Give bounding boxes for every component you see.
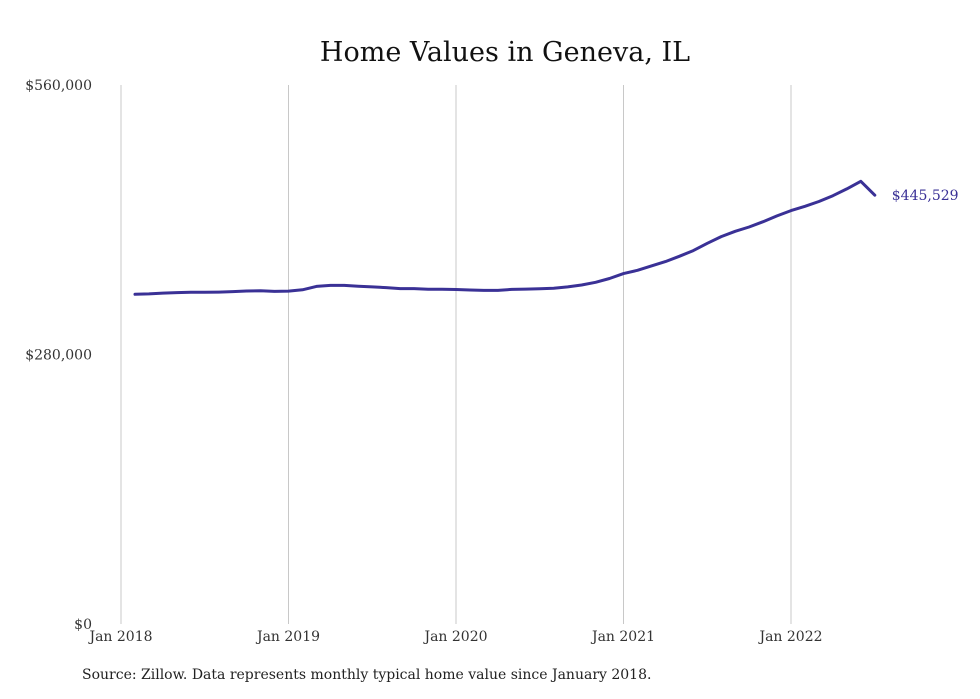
y-tick-label: $0 [74, 617, 92, 633]
end-value-label: $445,529 [892, 188, 959, 204]
x-tick-label: Jan 2019 [255, 629, 320, 645]
x-tick-label: Jan 2018 [87, 629, 152, 645]
x-tick-label: Jan 2021 [590, 629, 655, 645]
source-note: Source: Zillow. Data represents monthly … [82, 667, 652, 683]
x-tick-label: Jan 2022 [757, 629, 822, 645]
series-line [133, 179, 877, 296]
x-tick-label: Jan 2020 [422, 629, 487, 645]
y-axis: $0 $280,000 $560,000 [25, 78, 92, 633]
series-group: $445,529 [133, 179, 959, 296]
gridlines [120, 85, 792, 624]
y-tick-label: $280,000 [25, 348, 92, 364]
chart-title: Home Values in Geneva, IL [320, 37, 690, 68]
x-axis: Jan 2018 Jan 2019 Jan 2020 Jan 2021 Jan 2022 [87, 629, 822, 645]
y-tick-label: $560,000 [25, 78, 92, 94]
